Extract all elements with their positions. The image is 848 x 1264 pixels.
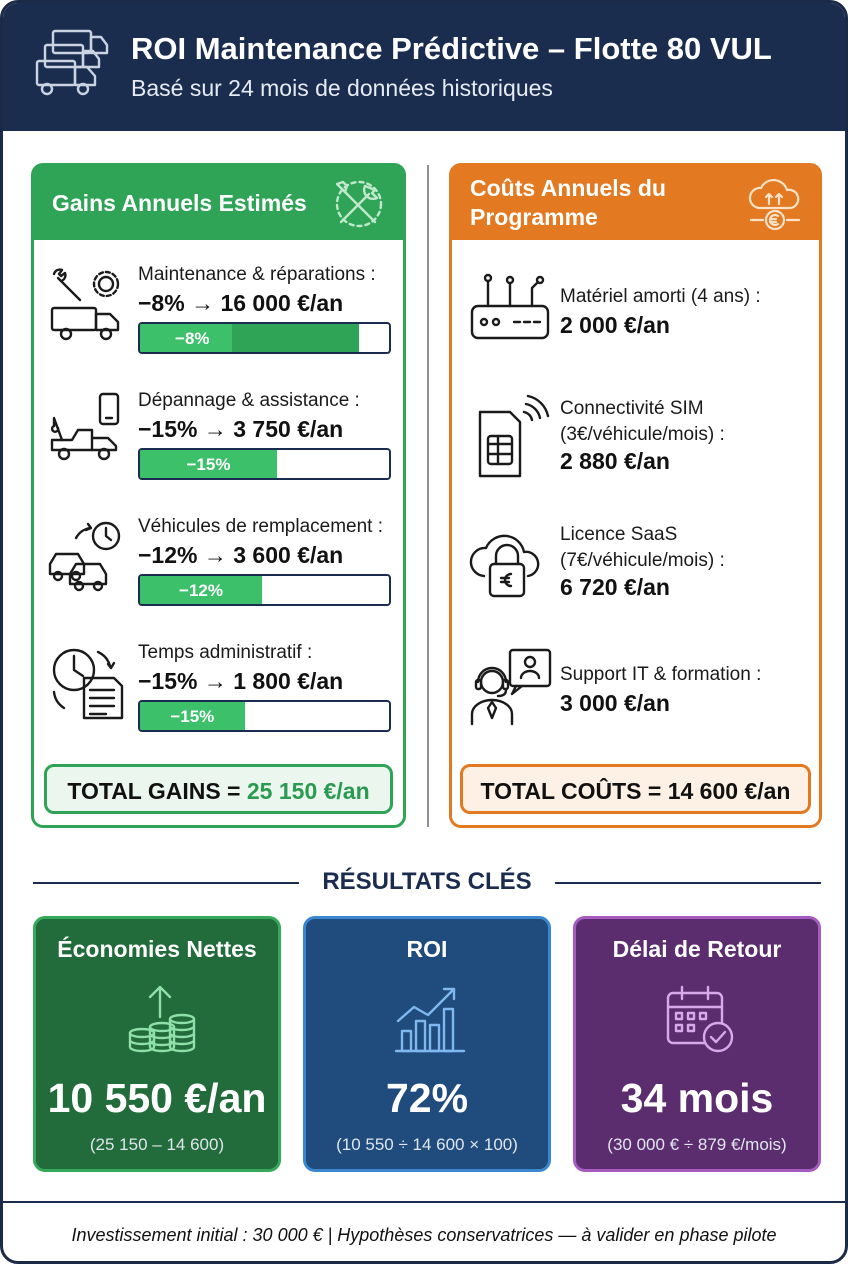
costs-panel: Coûts Annuels du Programme Matériel amor… [449, 163, 822, 828]
gain-progress-bar: −15% [138, 448, 391, 480]
card-roi: ROI 72% (10 550 ÷ 14 600 × 100) [303, 916, 551, 1172]
gain-progress-label: −12% [179, 581, 223, 600]
cost-label: (3€/véhicule/mois) : [560, 424, 725, 445]
results-divider-right [555, 882, 821, 884]
card-net-savings: Économies Nettes 10 550 €/an (25 150 – 1… [33, 916, 281, 1172]
card-note: (25 150 – 14 600) [89, 1135, 225, 1154]
card-note: (30 000 € ÷ 879 €/mois) [607, 1135, 787, 1154]
gains-panel-header: Gains Annuels Estimés [34, 166, 403, 240]
cloud-lock-euro-icon [469, 534, 540, 598]
card-payback: Délai de Retour 34 mois (30 000 € ÷ 879 … [573, 916, 821, 1172]
page-subtitle: Basé sur 24 mois de données historiques [131, 75, 553, 101]
gains-panel: Gains Annuels Estimés Maintenance & répa… [31, 163, 406, 828]
card-title: Économies Nettes [57, 936, 257, 962]
wrench-screwdriver-icon [335, 180, 383, 228]
gain-item-administratif: Temps administratif : −15% → 1 800 €/an … [48, 642, 393, 752]
gains-total: TOTAL GAINS = 25 150 €/an [44, 764, 393, 814]
footer-note: Investissement initial : 30 000 € | Hypo… [71, 1225, 777, 1245]
panel-divider [427, 165, 429, 827]
cost-value: 6 720 €/an [560, 574, 670, 600]
gain-item-depannage: Dépannage & assistance : −15% → 3 750 €/… [48, 390, 393, 500]
card-value: 72% [385, 1075, 469, 1121]
gain-progress-fill [140, 576, 262, 604]
footer: Investissement initial : 30 000 € | Hypo… [3, 1201, 845, 1261]
results-title: RÉSULTATS CLÉS [322, 868, 532, 895]
gain-value: −8% → 16 000 €/an [138, 290, 344, 316]
gain-progress-fill [140, 324, 360, 352]
card-title: Délai de Retour [612, 936, 782, 962]
calendar-check-icon [666, 985, 734, 1053]
cost-label: (7€/véhicule/mois) : [560, 550, 725, 571]
gain-progress-bar: −8% [138, 322, 391, 354]
gain-value: −12% → 3 600 €/an [138, 542, 344, 568]
cost-label: Matériel amorti (4 ans) : [560, 286, 761, 307]
fleet-vans-icon [35, 29, 109, 96]
tow-truck-phone-icon [50, 392, 120, 461]
cost-label: Licence SaaS [560, 524, 678, 545]
card-note: (10 550 ÷ 14 600 × 100) [336, 1135, 518, 1154]
gain-progress-label: −15% [186, 455, 231, 474]
cost-value: 3 000 €/an [560, 690, 670, 716]
cost-label: Connectivité SIM [560, 398, 704, 419]
gains-total-value: 25 150 €/an [246, 778, 370, 804]
coins-arrow-up-icon [128, 985, 196, 1053]
gain-item-maintenance: Maintenance & réparations : −8% → 16 000… [48, 264, 393, 374]
router-device-icon [470, 273, 550, 340]
gain-item-remplacement: Véhicules de remplacement : −12% → 3 600… [48, 516, 393, 626]
costs-panel-title: Coûts Annuels du Programme [470, 175, 666, 230]
gain-progress-bar: −12% [138, 574, 391, 606]
costs-panel-header: Coûts Annuels du Programme [452, 166, 819, 240]
cost-value: 2 880 €/an [560, 448, 670, 474]
card-title: ROI [406, 936, 448, 962]
gain-value: −15% → 1 800 €/an [138, 668, 344, 694]
gain-progress-label: −8% [175, 329, 210, 348]
cost-label: Support IT & formation : [560, 664, 762, 685]
gain-progress-fill [140, 702, 245, 730]
gain-progress-fill [140, 450, 277, 478]
page-title: ROI Maintenance Prédictive – Flotte 80 V… [131, 31, 772, 66]
gain-label: Véhicules de remplacement : [138, 516, 384, 537]
card-value: 34 mois [620, 1075, 774, 1121]
costs-total: TOTAL COÛTS = 14 600 €/an [460, 764, 811, 814]
growth-chart-icon [394, 987, 466, 1053]
header-banner: ROI Maintenance Prédictive – Flotte 80 V… [3, 3, 845, 131]
gains-total-label: TOTAL GAINS = [67, 778, 247, 804]
gain-label: Dépannage & assistance : [138, 390, 360, 411]
gain-progress-label: −15% [170, 707, 215, 726]
cost-value: 2 000 €/an [560, 312, 670, 338]
gain-progress-bar: −15% [138, 700, 391, 732]
gains-panel-title: Gains Annuels Estimés [52, 190, 307, 216]
sim-card-icon [478, 394, 550, 478]
card-value: 10 550 €/an [47, 1075, 267, 1121]
cars-clock-icon [48, 521, 121, 592]
cloud-euro-icon [748, 178, 801, 231]
headset-support-icon [470, 648, 552, 726]
gain-label: Temps administratif : [138, 642, 313, 663]
clock-document-icon [52, 648, 124, 720]
gain-value: −15% → 3 750 €/an [138, 416, 344, 442]
results-divider-left [33, 882, 299, 884]
truck-wrench-gear-icon [50, 268, 120, 341]
gain-label: Maintenance & réparations : [138, 264, 376, 285]
